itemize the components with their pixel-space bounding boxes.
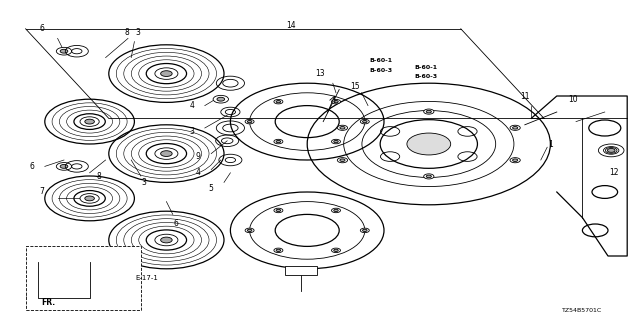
- Circle shape: [510, 158, 520, 163]
- Text: 7: 7: [39, 188, 44, 196]
- Text: 3: 3: [189, 127, 195, 136]
- Circle shape: [332, 208, 340, 213]
- Circle shape: [426, 175, 431, 178]
- Circle shape: [360, 228, 369, 233]
- Circle shape: [337, 158, 348, 163]
- Circle shape: [362, 121, 367, 123]
- Circle shape: [56, 47, 72, 55]
- Text: E-17-1: E-17-1: [136, 276, 159, 281]
- Circle shape: [334, 100, 339, 103]
- Text: 15: 15: [350, 82, 360, 91]
- Circle shape: [424, 174, 434, 179]
- Circle shape: [276, 249, 280, 252]
- Circle shape: [340, 126, 345, 129]
- Circle shape: [510, 125, 520, 130]
- Text: B-60-3: B-60-3: [369, 68, 392, 73]
- Circle shape: [334, 209, 339, 212]
- Text: 1: 1: [548, 140, 553, 148]
- Text: 8: 8: [124, 28, 129, 36]
- Text: 6: 6: [173, 220, 179, 228]
- Circle shape: [56, 163, 72, 170]
- Circle shape: [334, 249, 339, 252]
- Circle shape: [248, 121, 252, 123]
- Circle shape: [332, 248, 340, 252]
- Circle shape: [340, 159, 345, 162]
- Text: 5: 5: [209, 184, 214, 193]
- Text: 13: 13: [315, 69, 325, 78]
- Circle shape: [513, 159, 518, 162]
- Text: B-60-3: B-60-3: [414, 74, 437, 79]
- Circle shape: [80, 117, 99, 126]
- Circle shape: [245, 228, 254, 233]
- Text: 11: 11: [520, 92, 529, 100]
- Circle shape: [248, 229, 252, 232]
- Circle shape: [334, 140, 339, 143]
- Circle shape: [155, 234, 178, 246]
- Circle shape: [276, 100, 280, 103]
- Text: 10: 10: [568, 95, 578, 104]
- Circle shape: [161, 237, 172, 243]
- Circle shape: [362, 229, 367, 232]
- Circle shape: [155, 68, 178, 79]
- Circle shape: [274, 100, 283, 104]
- Text: 4: 4: [189, 101, 195, 110]
- Text: 6: 6: [39, 24, 44, 33]
- FancyBboxPatch shape: [26, 246, 141, 310]
- Circle shape: [332, 100, 340, 104]
- Circle shape: [276, 209, 280, 212]
- Text: 8: 8: [97, 172, 102, 180]
- Text: B-60-1: B-60-1: [369, 58, 392, 63]
- Circle shape: [407, 133, 451, 155]
- Circle shape: [426, 110, 431, 113]
- Circle shape: [60, 49, 68, 53]
- Circle shape: [85, 196, 95, 201]
- Text: 3: 3: [141, 178, 147, 187]
- Text: 9: 9: [196, 152, 201, 161]
- Text: 6: 6: [29, 162, 35, 171]
- Circle shape: [245, 119, 254, 124]
- Text: B-60-1: B-60-1: [414, 65, 437, 70]
- Circle shape: [161, 71, 172, 76]
- Bar: [285, 266, 317, 275]
- Circle shape: [360, 119, 369, 124]
- Circle shape: [274, 139, 283, 144]
- Text: 14: 14: [286, 21, 296, 30]
- Circle shape: [217, 97, 225, 101]
- Text: 3: 3: [135, 28, 140, 36]
- Text: 4: 4: [196, 168, 201, 177]
- Circle shape: [604, 147, 619, 154]
- Circle shape: [607, 148, 615, 152]
- Circle shape: [424, 109, 434, 114]
- Circle shape: [274, 248, 283, 252]
- Circle shape: [513, 126, 518, 129]
- Circle shape: [85, 119, 95, 124]
- Circle shape: [161, 151, 172, 156]
- Circle shape: [337, 125, 348, 130]
- Text: FR.: FR.: [41, 298, 55, 307]
- Text: 12: 12: [610, 168, 619, 177]
- Circle shape: [60, 164, 68, 168]
- Circle shape: [213, 95, 228, 103]
- Text: TZ54B5701C: TZ54B5701C: [563, 308, 602, 313]
- Circle shape: [332, 139, 340, 144]
- Circle shape: [274, 208, 283, 213]
- Circle shape: [276, 140, 280, 143]
- Circle shape: [155, 148, 178, 159]
- Circle shape: [80, 194, 99, 203]
